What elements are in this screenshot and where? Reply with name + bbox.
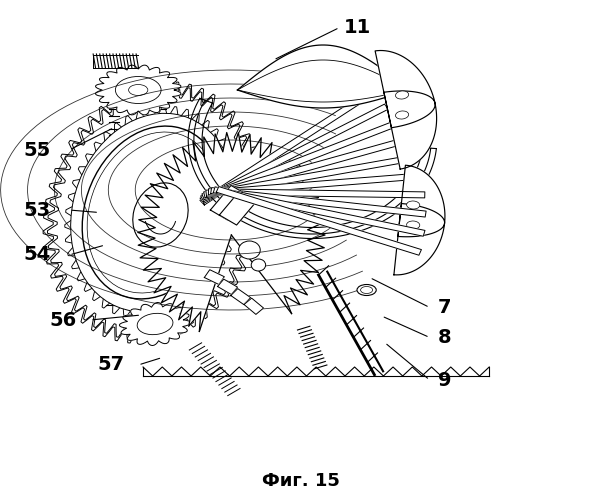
Polygon shape [219, 190, 257, 225]
Text: 56: 56 [49, 310, 77, 330]
Text: 54: 54 [23, 246, 51, 264]
Polygon shape [120, 302, 191, 346]
Text: 7: 7 [438, 298, 451, 317]
Polygon shape [231, 288, 251, 304]
Ellipse shape [361, 286, 373, 294]
Polygon shape [206, 173, 422, 196]
Ellipse shape [133, 183, 188, 247]
Ellipse shape [115, 76, 161, 104]
Polygon shape [216, 186, 421, 255]
Ellipse shape [71, 114, 236, 312]
Polygon shape [213, 187, 425, 236]
Polygon shape [375, 50, 436, 169]
Ellipse shape [407, 201, 419, 209]
Polygon shape [237, 60, 409, 102]
Circle shape [239, 241, 260, 259]
Text: 9: 9 [438, 370, 451, 390]
Ellipse shape [137, 314, 173, 334]
Polygon shape [394, 165, 445, 275]
Polygon shape [209, 188, 425, 198]
Ellipse shape [129, 84, 148, 96]
Ellipse shape [407, 221, 419, 229]
Polygon shape [204, 154, 416, 198]
Polygon shape [200, 104, 388, 204]
Circle shape [251, 259, 266, 271]
Text: Фиг. 15: Фиг. 15 [261, 472, 340, 490]
Text: 55: 55 [23, 140, 51, 160]
Ellipse shape [395, 111, 409, 119]
Polygon shape [244, 298, 264, 314]
Text: 53: 53 [23, 200, 51, 220]
Polygon shape [202, 137, 409, 200]
Text: 57: 57 [97, 356, 125, 374]
Polygon shape [200, 90, 375, 205]
Polygon shape [211, 188, 426, 217]
Ellipse shape [357, 284, 376, 296]
Polygon shape [96, 65, 181, 115]
Polygon shape [138, 132, 325, 332]
Polygon shape [204, 270, 224, 284]
Ellipse shape [395, 91, 409, 99]
Polygon shape [218, 279, 237, 294]
Text: 8: 8 [438, 328, 451, 347]
Ellipse shape [82, 126, 224, 299]
Polygon shape [201, 120, 400, 202]
Polygon shape [210, 186, 248, 220]
Text: 11: 11 [344, 18, 371, 37]
Polygon shape [237, 45, 409, 108]
